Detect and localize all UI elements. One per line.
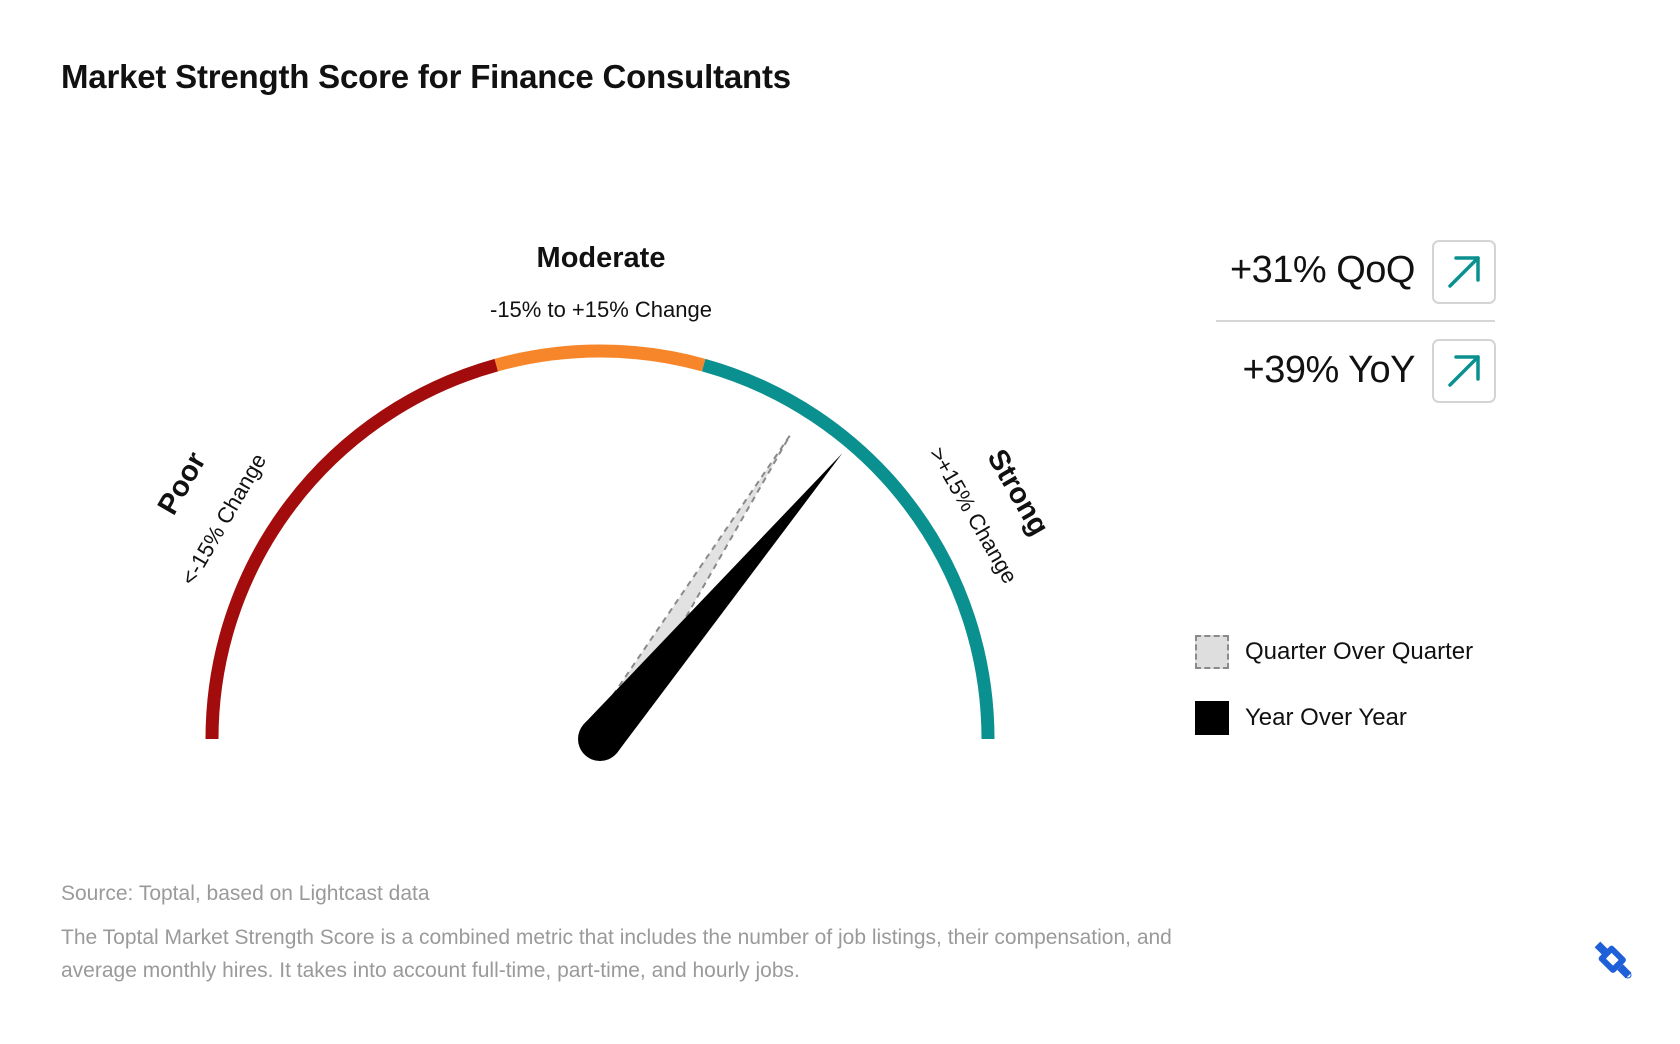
kpi-qoq: +31% QoQ [1229,249,1416,291]
toptal-logo [1594,941,1632,979]
up-right-arrow-icon [1448,256,1480,288]
gauge-needles [578,434,843,761]
legend-label-qoq: Quarter Over Quarter [1245,638,1474,665]
legend-item-yoy: Year Over Year [1195,701,1407,735]
needle-yoy [583,452,843,754]
gauge-arc [205,344,995,740]
legend-swatch-qoq [1195,635,1229,669]
legend-swatch-yoy [1195,701,1229,735]
segment-range-moderate: -15% to +15% Change [490,297,712,322]
legend-item-qoq: Quarter Over Quarter [1195,635,1473,669]
legend-label-yoy: Year Over Year [1245,704,1407,731]
methodology-note: The Toptal Market Strength Score is a co… [61,926,1172,982]
gauge-segment-strong [701,358,995,740]
source-note: Source: Toptal, based on Lightcast data [61,882,430,905]
kpi-qoq-arrow-box [1432,240,1496,304]
up-right-arrow-icon [1448,355,1480,387]
kpi-divider [1216,320,1495,322]
gauge-segment-moderate [494,344,706,372]
kpi-yoy-arrow-box [1432,339,1496,403]
chart-title: Market Strength Score for Finance Consul… [61,58,791,95]
segment-label-moderate: Moderate [537,242,666,274]
gauge-segment-poor [205,358,499,740]
segment-label-poor: Poor [152,447,213,520]
kpi-yoy: +39% YoY [1242,349,1416,391]
needle-hub [578,717,622,761]
